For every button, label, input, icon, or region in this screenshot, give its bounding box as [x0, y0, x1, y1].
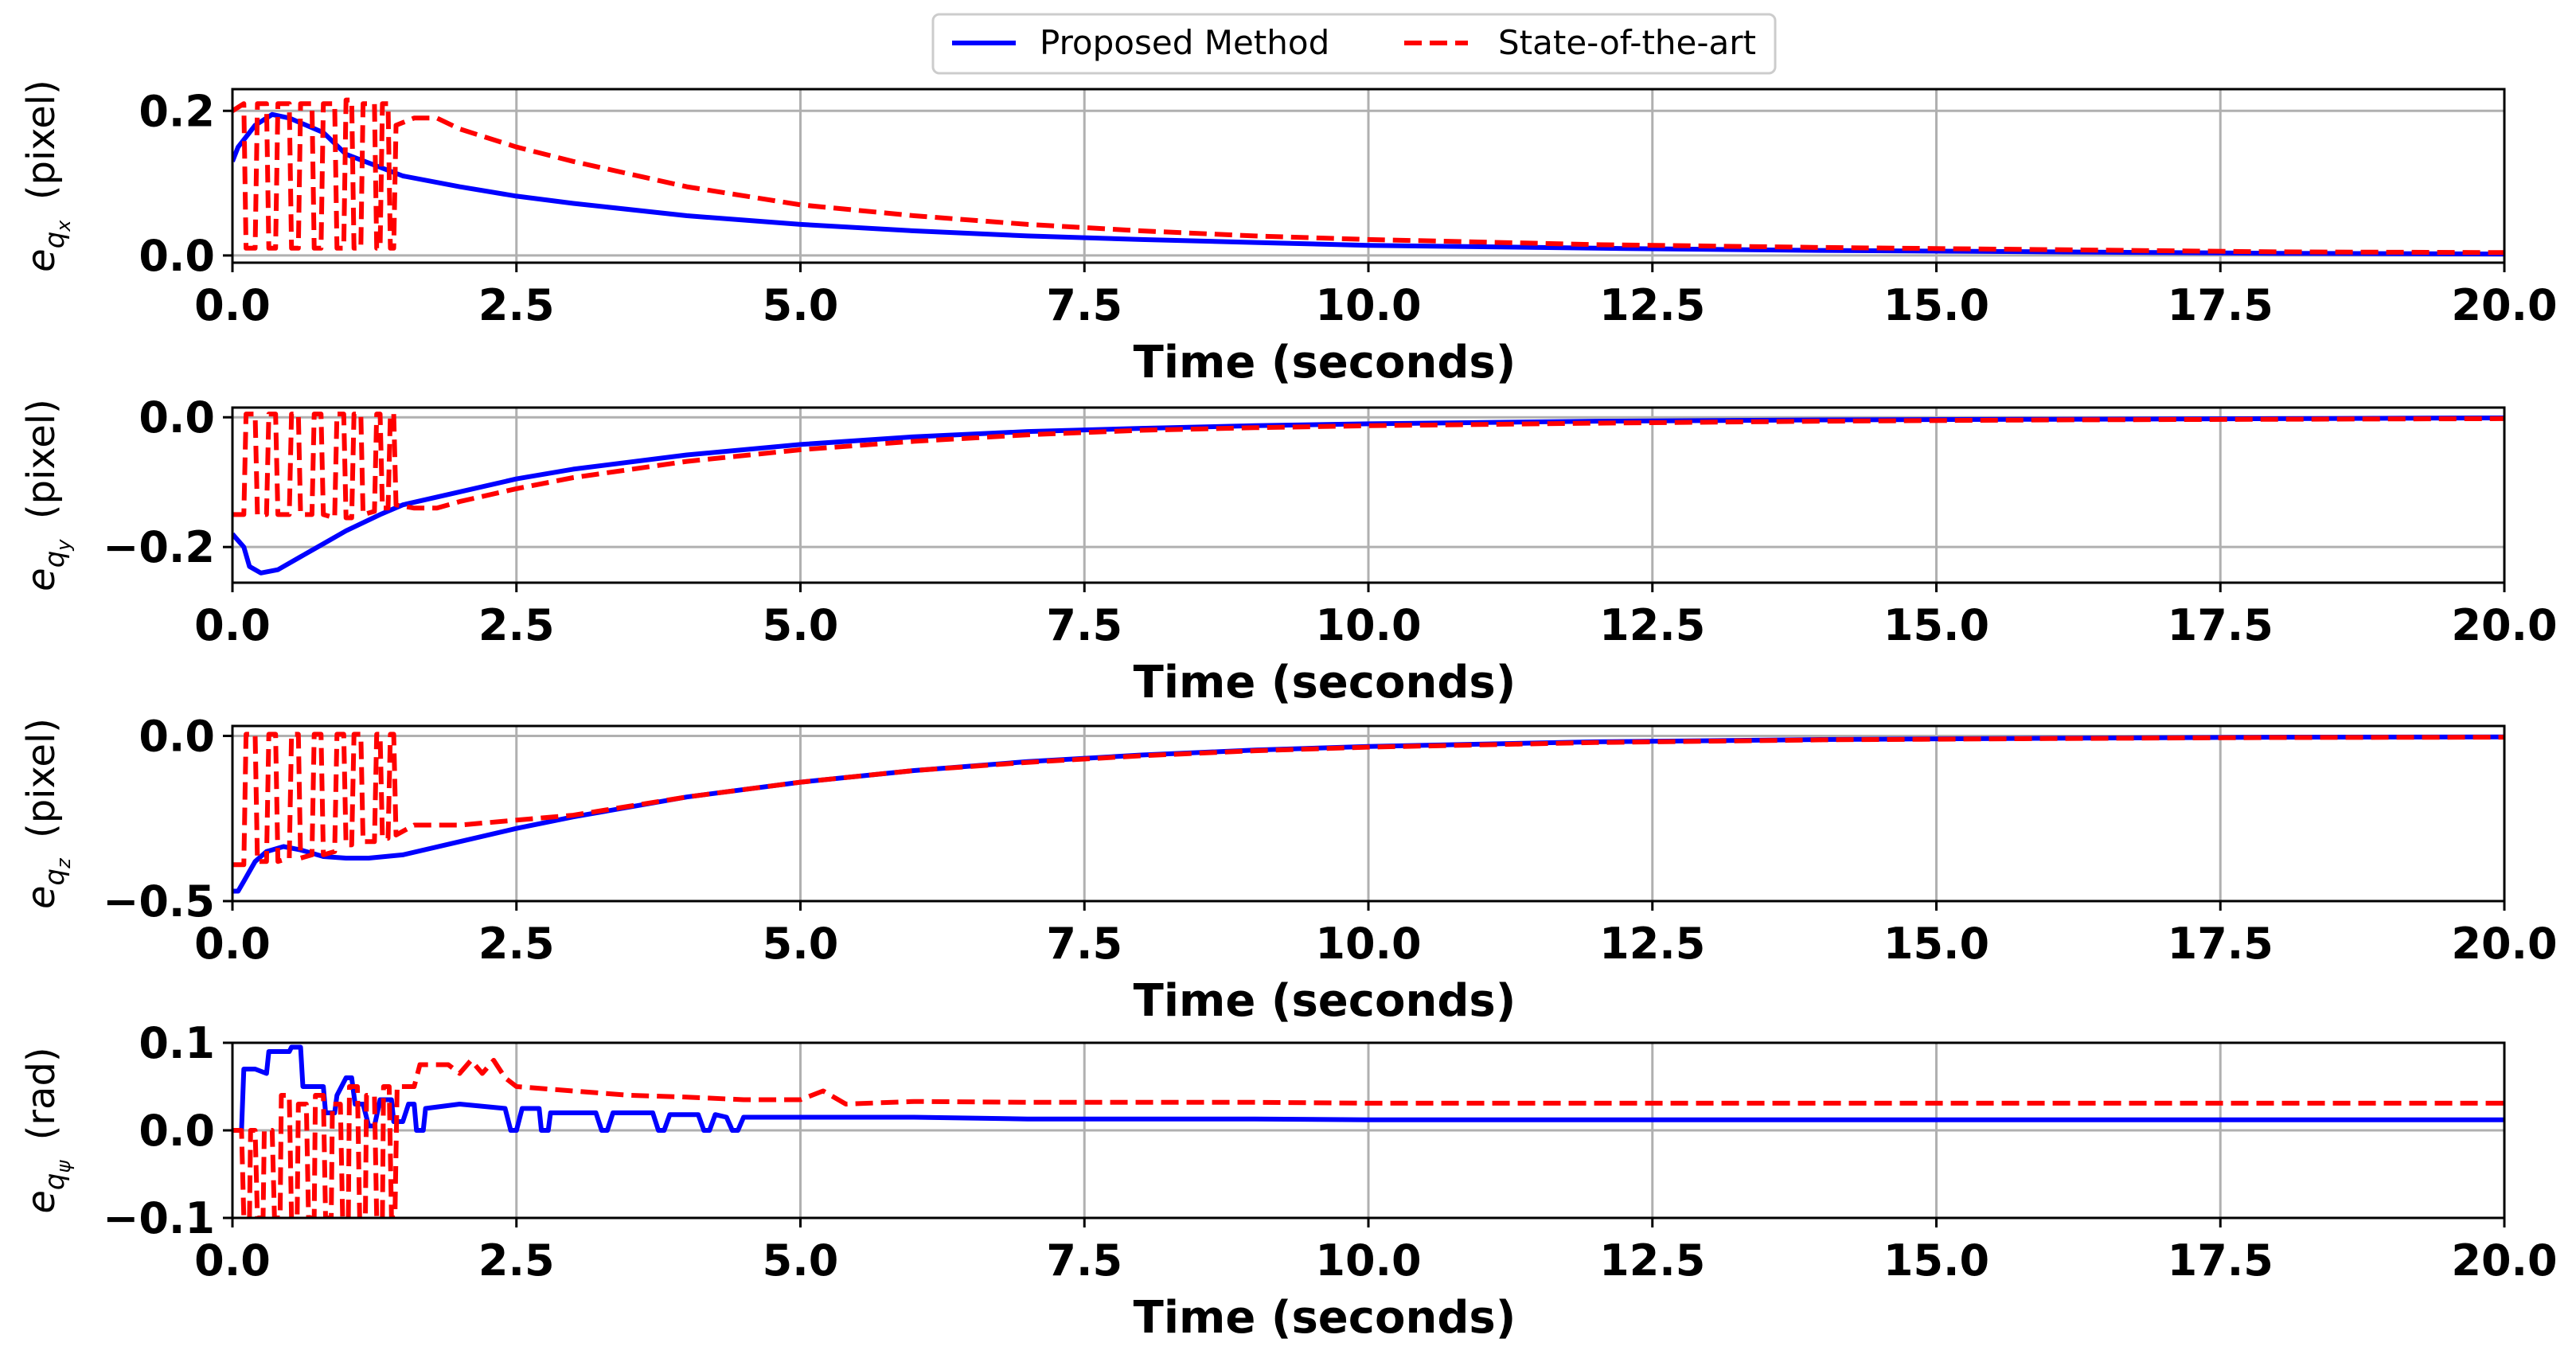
x-tick-label: 12.5 [1599, 1235, 1705, 1286]
y-label-subsubscript: z [53, 857, 75, 869]
y-label-subsubscript: x [53, 220, 75, 232]
series-line-proposed-method [232, 416, 2504, 576]
x-tick-label: 5.0 [763, 1235, 839, 1286]
x-tick-label: 15.0 [1883, 280, 1989, 330]
subplots: 0.0 2.5 5.0 7.5 10.0 12.5 15.0 17.5 20.0 0.0 0.2 Ti… [19, 80, 2558, 1344]
x-tick-label: 10.0 [1315, 600, 1421, 650]
y-tick-label: −0.1 [103, 1193, 215, 1243]
y-tick-label: −0.5 [103, 876, 215, 927]
y-label-subscript: q [39, 1173, 71, 1191]
y-label-unit: (pixel) [19, 80, 64, 212]
x-tick-label: 0.0 [194, 1235, 271, 1286]
y-tick-label: 0.0 [139, 231, 215, 281]
x-tick-label: 7.5 [1046, 280, 1122, 330]
y-axis-label: eqψ (rad) [19, 1047, 75, 1213]
x-tick-label: 2.5 [478, 919, 555, 969]
y-tick-label: 0.2 [139, 86, 215, 136]
x-tick-label: 20.0 [2451, 919, 2557, 969]
series-line-state-of-the-art [232, 1058, 2504, 1218]
x-axis-label: Time (seconds) [1134, 657, 1516, 708]
x-axis-label: Time (seconds) [1134, 337, 1516, 388]
y-label-symbol: e [19, 885, 64, 909]
y-label-subsubscript: y [53, 539, 75, 552]
y-axis-label: eqx (pixel) [19, 80, 75, 272]
y-label-unit: (pixel) [19, 718, 64, 850]
x-tick-label: 2.5 [478, 280, 555, 330]
legend-label-state-of-the-art: State-of-the-art [1498, 23, 1756, 62]
x-axis-label: Time (seconds) [1134, 975, 1516, 1027]
x-tick-label: 12.5 [1599, 600, 1705, 650]
plot-frame [231, 724, 2506, 903]
y-tick-label: 0.0 [139, 1106, 215, 1156]
x-axis-label: Time (seconds) [1134, 1292, 1516, 1344]
y-label-symbol: e [19, 248, 64, 272]
x-tick-label: 0.0 [194, 600, 271, 650]
y-tick-label: 0.0 [139, 392, 215, 443]
series-line-state-of-the-art [232, 732, 2504, 868]
x-tick-label: 20.0 [2451, 1235, 2557, 1286]
x-tick-label: 15.0 [1883, 600, 1989, 650]
x-tick-label: 15.0 [1883, 919, 1989, 969]
x-tick-label: 17.5 [2168, 280, 2274, 330]
x-tick-label: 5.0 [763, 280, 839, 330]
y-tick-label: −0.2 [103, 522, 215, 572]
y-axis-label: eqz (pixel) [19, 718, 75, 909]
y-label-unit: (rad) [19, 1047, 64, 1152]
y-label-subscript: q [39, 232, 71, 249]
x-tick-label: 7.5 [1046, 600, 1122, 650]
x-tick-label: 15.0 [1883, 1235, 1989, 1286]
series-line-state-of-the-art [232, 412, 2504, 521]
y-label-subscript: q [39, 868, 71, 886]
subplot-1: 0.0 2.5 5.0 7.5 10.0 12.5 15.0 17.5 20.0 0.0 0.2 Ti… [19, 80, 2558, 388]
x-tick-label: 17.5 [2168, 600, 2274, 650]
plot-frame [231, 88, 2506, 264]
x-tick-label: 2.5 [478, 1235, 555, 1286]
x-tick-label: 20.0 [2451, 280, 2557, 330]
x-tick-label: 17.5 [2168, 919, 2274, 969]
series-line-state-of-the-art [232, 97, 2504, 256]
legend-frame [931, 13, 1777, 75]
x-tick-label: 7.5 [1046, 919, 1122, 969]
y-label-subsubscript: ψ [53, 1160, 75, 1173]
x-tick-label: 20.0 [2451, 600, 2557, 650]
legend: Proposed Method State-of-the-art [931, 13, 1777, 75]
x-tick-label: 0.0 [194, 919, 271, 969]
x-tick-label: 2.5 [478, 600, 555, 650]
x-tick-label: 17.5 [2168, 1235, 2274, 1286]
y-label-subscript: q [39, 551, 71, 568]
legend-label-proposed-method: Proposed Method [1040, 23, 1329, 62]
y-axis-label: eqy (pixel) [19, 399, 75, 591]
y-label-symbol: e [19, 1190, 64, 1214]
x-tick-label: 10.0 [1315, 919, 1421, 969]
subplot-2: 0.0 2.5 5.0 7.5 10.0 12.5 15.0 17.5 20.0 0.0 −0.2 T… [19, 392, 2558, 708]
x-tick-label: 10.0 [1315, 280, 1421, 330]
series-line-proposed-method [232, 111, 2504, 257]
series-line-proposed-method [232, 1044, 2504, 1133]
x-tick-label: 12.5 [1599, 919, 1705, 969]
y-label-unit: (pixel) [19, 399, 64, 531]
x-tick-label: 0.0 [194, 280, 271, 330]
plot-frame [231, 406, 2506, 584]
x-tick-label: 10.0 [1315, 1235, 1421, 1286]
plot-frame [231, 1041, 2506, 1220]
y-label-symbol: e [19, 568, 64, 591]
y-tick-label: 0.1 [139, 1018, 215, 1068]
x-tick-label: 12.5 [1599, 280, 1705, 330]
subplot-4: 0.0 2.5 5.0 7.5 10.0 12.5 15.0 17.5 20.00.10.0−0… [19, 1018, 2558, 1344]
x-tick-label: 7.5 [1046, 1235, 1122, 1286]
x-tick-label: 5.0 [763, 600, 839, 650]
subplot-3: 0.0 2.5 5.0 7.5 10.0 12.5 15.0 17.5 20.00.0−0.5T… [19, 711, 2558, 1027]
y-tick-label: 0.0 [139, 711, 215, 761]
x-tick-label: 5.0 [763, 919, 839, 969]
